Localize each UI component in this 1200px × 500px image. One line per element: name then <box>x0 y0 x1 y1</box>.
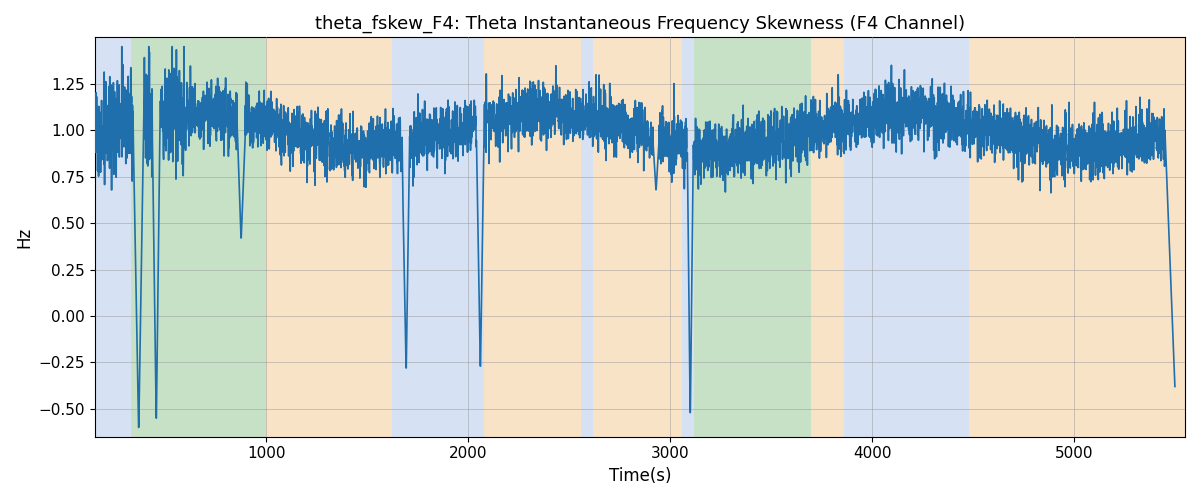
Bar <box>594 38 683 436</box>
Bar <box>266 38 391 436</box>
Bar <box>131 38 266 436</box>
Bar <box>695 38 811 436</box>
Bar <box>485 38 581 436</box>
Bar <box>968 38 1184 436</box>
Bar <box>581 38 594 436</box>
X-axis label: Time(s): Time(s) <box>608 467 671 485</box>
Bar <box>844 38 968 436</box>
Bar <box>683 38 695 436</box>
Title: theta_fskew_F4: Theta Instantaneous Frequency Skewness (F4 Channel): theta_fskew_F4: Theta Instantaneous Freq… <box>314 15 965 34</box>
Bar <box>811 38 844 436</box>
Bar <box>95 38 131 436</box>
Bar <box>391 38 485 436</box>
Y-axis label: Hz: Hz <box>14 226 32 248</box>
